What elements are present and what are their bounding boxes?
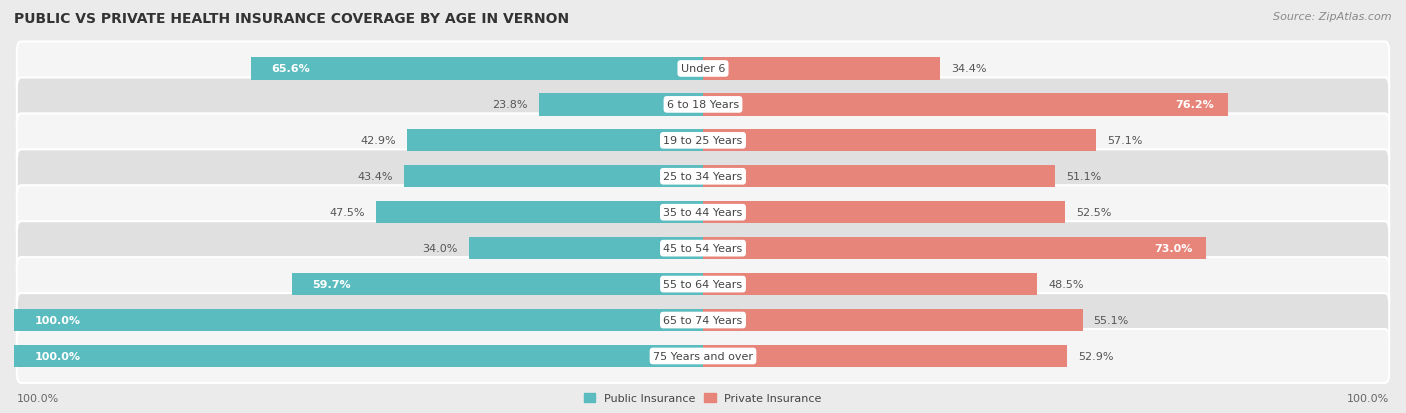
Bar	[703, 345, 1067, 367]
Text: 23.8%: 23.8%	[492, 100, 529, 110]
Text: 19 to 25 Years: 19 to 25 Years	[664, 136, 742, 146]
FancyBboxPatch shape	[17, 150, 1389, 204]
Text: 43.4%: 43.4%	[357, 172, 394, 182]
FancyBboxPatch shape	[17, 222, 1389, 275]
Text: 100.0%: 100.0%	[35, 351, 80, 361]
Text: Source: ZipAtlas.com: Source: ZipAtlas.com	[1274, 12, 1392, 22]
FancyBboxPatch shape	[17, 78, 1389, 132]
Text: 65 to 74 Years: 65 to 74 Years	[664, 315, 742, 325]
Text: 73.0%: 73.0%	[1154, 244, 1192, 254]
Text: 45 to 54 Years: 45 to 54 Years	[664, 244, 742, 254]
Text: 42.9%: 42.9%	[361, 136, 396, 146]
Text: PUBLIC VS PRIVATE HEALTH INSURANCE COVERAGE BY AGE IN VERNON: PUBLIC VS PRIVATE HEALTH INSURANCE COVER…	[14, 12, 569, 26]
Text: 48.5%: 48.5%	[1047, 280, 1084, 290]
FancyBboxPatch shape	[17, 258, 1389, 311]
Text: 100.0%: 100.0%	[1347, 393, 1389, 403]
Bar	[703, 58, 941, 81]
Bar	[703, 237, 1206, 260]
Bar	[703, 309, 1083, 331]
Text: Under 6: Under 6	[681, 64, 725, 74]
FancyBboxPatch shape	[17, 43, 1389, 96]
Bar	[703, 130, 1097, 152]
Text: 47.5%: 47.5%	[329, 208, 364, 218]
Text: 100.0%: 100.0%	[17, 393, 59, 403]
Text: 75 Years and over: 75 Years and over	[652, 351, 754, 361]
Text: 52.9%: 52.9%	[1078, 351, 1114, 361]
Text: 52.5%: 52.5%	[1076, 208, 1111, 218]
FancyBboxPatch shape	[17, 114, 1389, 168]
FancyBboxPatch shape	[17, 329, 1389, 383]
Bar	[703, 94, 1227, 116]
Text: 57.1%: 57.1%	[1108, 136, 1143, 146]
Text: 35 to 44 Years: 35 to 44 Years	[664, 208, 742, 218]
Bar	[14, 345, 703, 367]
Text: 25 to 34 Years: 25 to 34 Years	[664, 172, 742, 182]
Text: 100.0%: 100.0%	[35, 315, 80, 325]
Text: 34.4%: 34.4%	[950, 64, 987, 74]
Bar	[252, 58, 703, 81]
Text: 6 to 18 Years: 6 to 18 Years	[666, 100, 740, 110]
Bar	[291, 273, 703, 296]
Bar	[375, 202, 703, 224]
FancyBboxPatch shape	[17, 186, 1389, 240]
Text: 55.1%: 55.1%	[1094, 315, 1129, 325]
Bar	[408, 130, 703, 152]
Legend: Public Insurance, Private Insurance: Public Insurance, Private Insurance	[583, 393, 823, 404]
Text: 65.6%: 65.6%	[271, 64, 311, 74]
FancyBboxPatch shape	[17, 293, 1389, 347]
Bar	[14, 309, 703, 331]
Bar	[538, 94, 703, 116]
Bar	[703, 166, 1054, 188]
Text: 51.1%: 51.1%	[1066, 172, 1101, 182]
Text: 34.0%: 34.0%	[422, 244, 458, 254]
Text: 76.2%: 76.2%	[1175, 100, 1215, 110]
Bar	[703, 273, 1038, 296]
Text: 55 to 64 Years: 55 to 64 Years	[664, 280, 742, 290]
Bar	[468, 237, 703, 260]
Bar	[404, 166, 703, 188]
Bar	[703, 202, 1064, 224]
Text: 59.7%: 59.7%	[312, 280, 352, 290]
